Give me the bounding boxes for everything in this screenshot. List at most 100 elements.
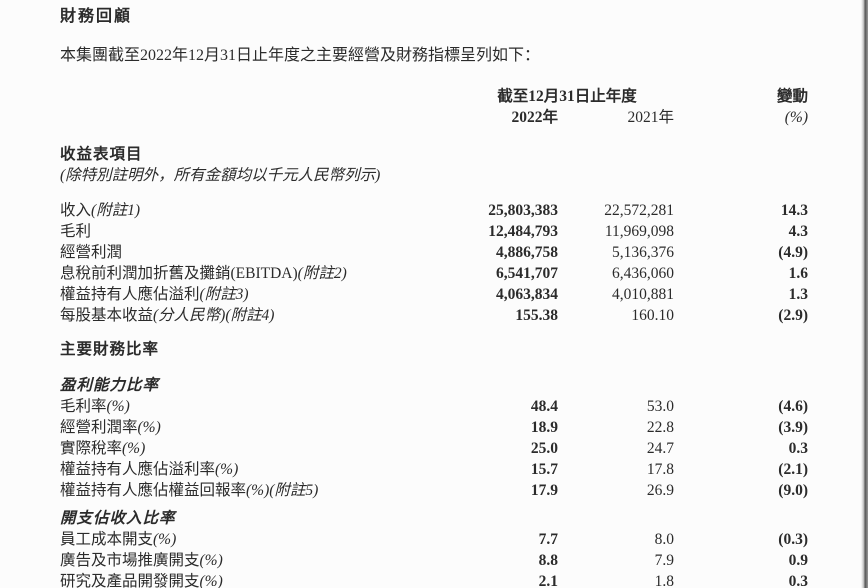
row-label: 權益持有人應佔權益回報率(%)(附註5) xyxy=(60,482,319,499)
header-change-unit: (%) xyxy=(784,109,808,126)
table-row: 毛利率(%) 48.4 53.0 (4.6) xyxy=(60,396,808,417)
value-change: (3.9) xyxy=(778,419,808,436)
section-income-note-row: (除特別註明外，所有金額均以千元人民幣列示) xyxy=(60,165,808,186)
row-label-note: (%) xyxy=(199,552,223,569)
section-income-note: (除特別註明外，所有金額均以千元人民幣列示) xyxy=(60,167,381,184)
value-2021: 6,436,060 xyxy=(612,265,674,282)
value-change: (4.9) xyxy=(778,244,808,261)
row-label: 權益持有人應佔溢利率(%) xyxy=(60,461,239,478)
value-2022: 2.1 xyxy=(538,573,558,588)
value-change: 0.3 xyxy=(788,440,808,457)
value-2022: 155.38 xyxy=(515,307,558,324)
row-label-note: (附註2) xyxy=(297,265,347,282)
row-label: 毛利 xyxy=(60,223,92,240)
table-row: 毛利 12,484,793 11,969,098 4.3 xyxy=(60,221,808,242)
value-2021: 53.0 xyxy=(646,398,674,415)
value-2021: 17.8 xyxy=(646,461,674,478)
section-income-title: 收益表項目 xyxy=(60,146,143,163)
section-profitability-title-row: 盈利能力比率 xyxy=(60,375,808,396)
table-row: 研究及產品開發開支(%) 2.1 1.8 0.3 xyxy=(60,571,808,588)
section-income-title-row: 收益表項目 xyxy=(60,144,808,165)
value-change: (2.9) xyxy=(778,307,808,324)
table-row: 實際稅率(%) 25.0 24.7 0.3 xyxy=(60,438,808,459)
row-label-note: (%) xyxy=(106,398,130,415)
table-row: 權益持有人應佔溢利率(%) 15.7 17.8 (2.1) xyxy=(60,459,808,480)
value-change: (2.1) xyxy=(778,461,808,478)
page-title: 財務回顧 xyxy=(60,8,133,25)
section-ratios-title: 主要財務比率 xyxy=(60,341,160,358)
row-label: 收入(附註1) xyxy=(60,202,141,219)
row-label: 經營利潤 xyxy=(60,244,123,261)
value-change: (0.3) xyxy=(778,531,808,548)
row-label: 研究及產品開發開支(%) xyxy=(60,573,223,588)
table-header-row-years: 2022年 2021年 (%) xyxy=(60,107,808,128)
row-label-note: (附註1) xyxy=(91,202,141,219)
value-2022: 12,484,793 xyxy=(488,223,558,240)
header-change: 變動 xyxy=(776,88,808,105)
table-row: 員工成本開支(%) 7.7 8.0 (0.3) xyxy=(60,529,808,550)
value-2021: 22.8 xyxy=(646,419,674,436)
value-2021: 7.9 xyxy=(654,552,674,569)
section-expense-title: 開支佔收入比率 xyxy=(60,510,176,527)
row-label: 實際稅率(%) xyxy=(60,440,146,457)
row-label-note: (%) xyxy=(153,531,177,548)
row-label: 毛利率(%) xyxy=(60,398,130,415)
value-2022: 17.9 xyxy=(530,482,558,499)
value-change: 1.3 xyxy=(788,286,808,303)
value-2021: 22,572,281 xyxy=(604,202,674,219)
value-2022: 25.0 xyxy=(530,440,558,457)
row-label: 員工成本開支(%) xyxy=(60,531,177,548)
table-row: 權益持有人應佔權益回報率(%)(附註5) 17.9 26.9 (9.0) xyxy=(60,480,808,501)
value-2022: 15.7 xyxy=(530,461,558,478)
value-2021: 1.8 xyxy=(654,573,674,588)
header-period: 截至12月31日止年度 xyxy=(497,88,637,105)
value-2022: 7.7 xyxy=(538,531,558,548)
row-label: 廣告及市場推廣開支(%) xyxy=(60,552,223,569)
row-label: 經營利潤率(%) xyxy=(60,419,161,436)
value-2022: 25,803,383 xyxy=(488,202,558,219)
row-label-note: (%) xyxy=(215,461,239,478)
table-row: 息稅前利潤加折舊及攤銷(EBITDA)(附註2) 6,541,707 6,436… xyxy=(60,263,808,284)
table-row: 權益持有人應佔溢利(附註3) 4,063,834 4,010,881 1.3 xyxy=(60,284,808,305)
value-change: (9.0) xyxy=(778,482,808,499)
row-label-note: (附註3) xyxy=(199,286,249,303)
value-2022: 18.9 xyxy=(530,419,558,436)
header-year-2021: 2021年 xyxy=(627,109,674,126)
row-label: 息稅前利潤加折舊及攤銷(EBITDA)(附註2) xyxy=(60,265,347,282)
value-2022: 6,541,707 xyxy=(496,265,558,282)
header-year-2022: 2022年 xyxy=(511,109,558,126)
table-row: 廣告及市場推廣開支(%) 8.8 7.9 0.9 xyxy=(60,550,808,571)
financial-indicators-table: 截至12月31日止年度 變動 2022年 2021年 (%) 收益表項目 (除特… xyxy=(60,86,808,588)
table-row: 每股基本收益(分人民幣)(附註4) 155.38 160.10 (2.9) xyxy=(60,305,808,326)
row-label-note: (分人民幣)(附註4) xyxy=(153,307,275,324)
value-2021: 24.7 xyxy=(646,440,674,457)
table-header-row-period: 截至12月31日止年度 變動 xyxy=(60,86,808,107)
scan-edge-artifact xyxy=(861,0,868,588)
value-change: 0.9 xyxy=(788,552,808,569)
value-2021: 26.9 xyxy=(646,482,674,499)
intro-text: 本集團截至2022年12月31日止年度之主要經營及財務指標呈列如下： xyxy=(60,47,541,64)
value-2022: 48.4 xyxy=(530,398,558,415)
value-2021: 160.10 xyxy=(631,307,674,324)
table-row: 經營利潤 4,886,758 5,136,376 (4.9) xyxy=(60,242,808,263)
value-2022: 8.8 xyxy=(538,552,558,569)
row-label-note: (%)(附註5) xyxy=(246,482,319,499)
value-2021: 4,010,881 xyxy=(612,286,674,303)
row-label: 每股基本收益(分人民幣)(附註4) xyxy=(60,307,275,324)
value-change: 1.6 xyxy=(788,265,808,282)
value-2021: 11,969,098 xyxy=(604,223,674,240)
table-row: 收入(附註1) 25,803,383 22,572,281 14.3 xyxy=(60,200,808,221)
row-label-note: (%) xyxy=(199,573,223,588)
value-2022: 4,886,758 xyxy=(496,244,558,261)
row-label: 權益持有人應佔溢利(附註3) xyxy=(60,286,249,303)
row-label-note: (%) xyxy=(137,419,161,436)
section-expense-title-row: 開支佔收入比率 xyxy=(60,508,808,529)
value-2021: 8.0 xyxy=(654,531,674,548)
value-change: (4.6) xyxy=(778,398,808,415)
table-row: 經營利潤率(%) 18.9 22.8 (3.9) xyxy=(60,417,808,438)
value-2021: 5,136,376 xyxy=(612,244,674,261)
value-change: 14.3 xyxy=(780,202,808,219)
value-2022: 4,063,834 xyxy=(496,286,558,303)
value-change: 4.3 xyxy=(788,223,808,240)
